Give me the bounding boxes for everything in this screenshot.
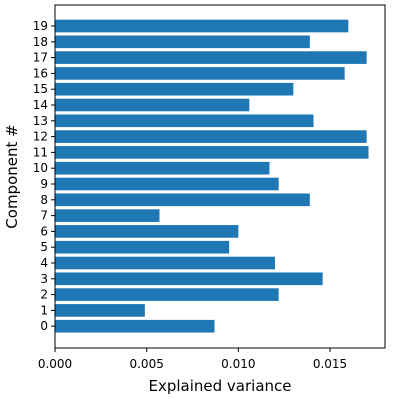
y-tick-label: 13 bbox=[33, 114, 48, 128]
bar-component-14 bbox=[55, 98, 250, 112]
y-tick-label: 12 bbox=[33, 130, 48, 144]
y-tick-label: 17 bbox=[33, 51, 48, 65]
x-tick-label: 0.005 bbox=[129, 357, 163, 371]
x-axis-label: Explained variance bbox=[148, 377, 291, 395]
bars-group bbox=[55, 19, 369, 333]
y-tick-label: 19 bbox=[33, 19, 48, 33]
y-tick-label: 5 bbox=[40, 240, 48, 254]
plot-frame bbox=[54, 4, 386, 349]
bar-component-12 bbox=[55, 130, 367, 143]
y-tick-label: 18 bbox=[33, 35, 48, 49]
x-ticks-group: 0.000 0.005 0.010 0.015 bbox=[38, 348, 347, 371]
y-tick-label: 2 bbox=[40, 288, 48, 302]
y-tick-label: 8 bbox=[40, 193, 48, 207]
y-tick-label: 6 bbox=[40, 224, 48, 238]
y-tick-label: 14 bbox=[33, 98, 48, 112]
y-tick-label: 16 bbox=[33, 66, 48, 80]
bar-component-5 bbox=[55, 240, 230, 254]
bar-component-16 bbox=[55, 67, 345, 80]
bar-component-8 bbox=[55, 193, 310, 207]
bar-component-19 bbox=[55, 19, 349, 33]
x-tick-label: 0.010 bbox=[221, 357, 255, 371]
y-tick-label: 4 bbox=[40, 256, 48, 270]
bar-component-6 bbox=[55, 225, 239, 238]
x-tick-label: 0.000 bbox=[38, 357, 72, 371]
bar-component-13 bbox=[55, 114, 314, 128]
y-tick-label: 15 bbox=[33, 82, 48, 96]
y-tick-label: 0 bbox=[40, 319, 48, 333]
bar-component-2 bbox=[55, 288, 279, 301]
y-tick-label: 11 bbox=[33, 145, 48, 159]
bar-component-3 bbox=[55, 272, 323, 286]
y-tick-label: 1 bbox=[40, 303, 48, 317]
bar-component-11 bbox=[55, 146, 369, 159]
bar-component-4 bbox=[55, 256, 275, 270]
bar-component-15 bbox=[55, 82, 294, 96]
bar-component-10 bbox=[55, 161, 270, 175]
bar-component-9 bbox=[55, 177, 279, 191]
x-tick-label: 0.015 bbox=[313, 357, 347, 371]
y-tick-label: 3 bbox=[40, 272, 48, 286]
bar-component-17 bbox=[55, 51, 367, 64]
bar-component-0 bbox=[55, 319, 215, 333]
bar-component-7 bbox=[55, 209, 160, 222]
bar-component-1 bbox=[55, 304, 145, 317]
y-axis-label: Component # bbox=[3, 124, 21, 228]
bar-component-18 bbox=[55, 35, 310, 49]
y-tick-label: 7 bbox=[40, 209, 48, 223]
y-tick-label: 10 bbox=[33, 161, 48, 175]
y-tick-label: 9 bbox=[40, 177, 48, 191]
